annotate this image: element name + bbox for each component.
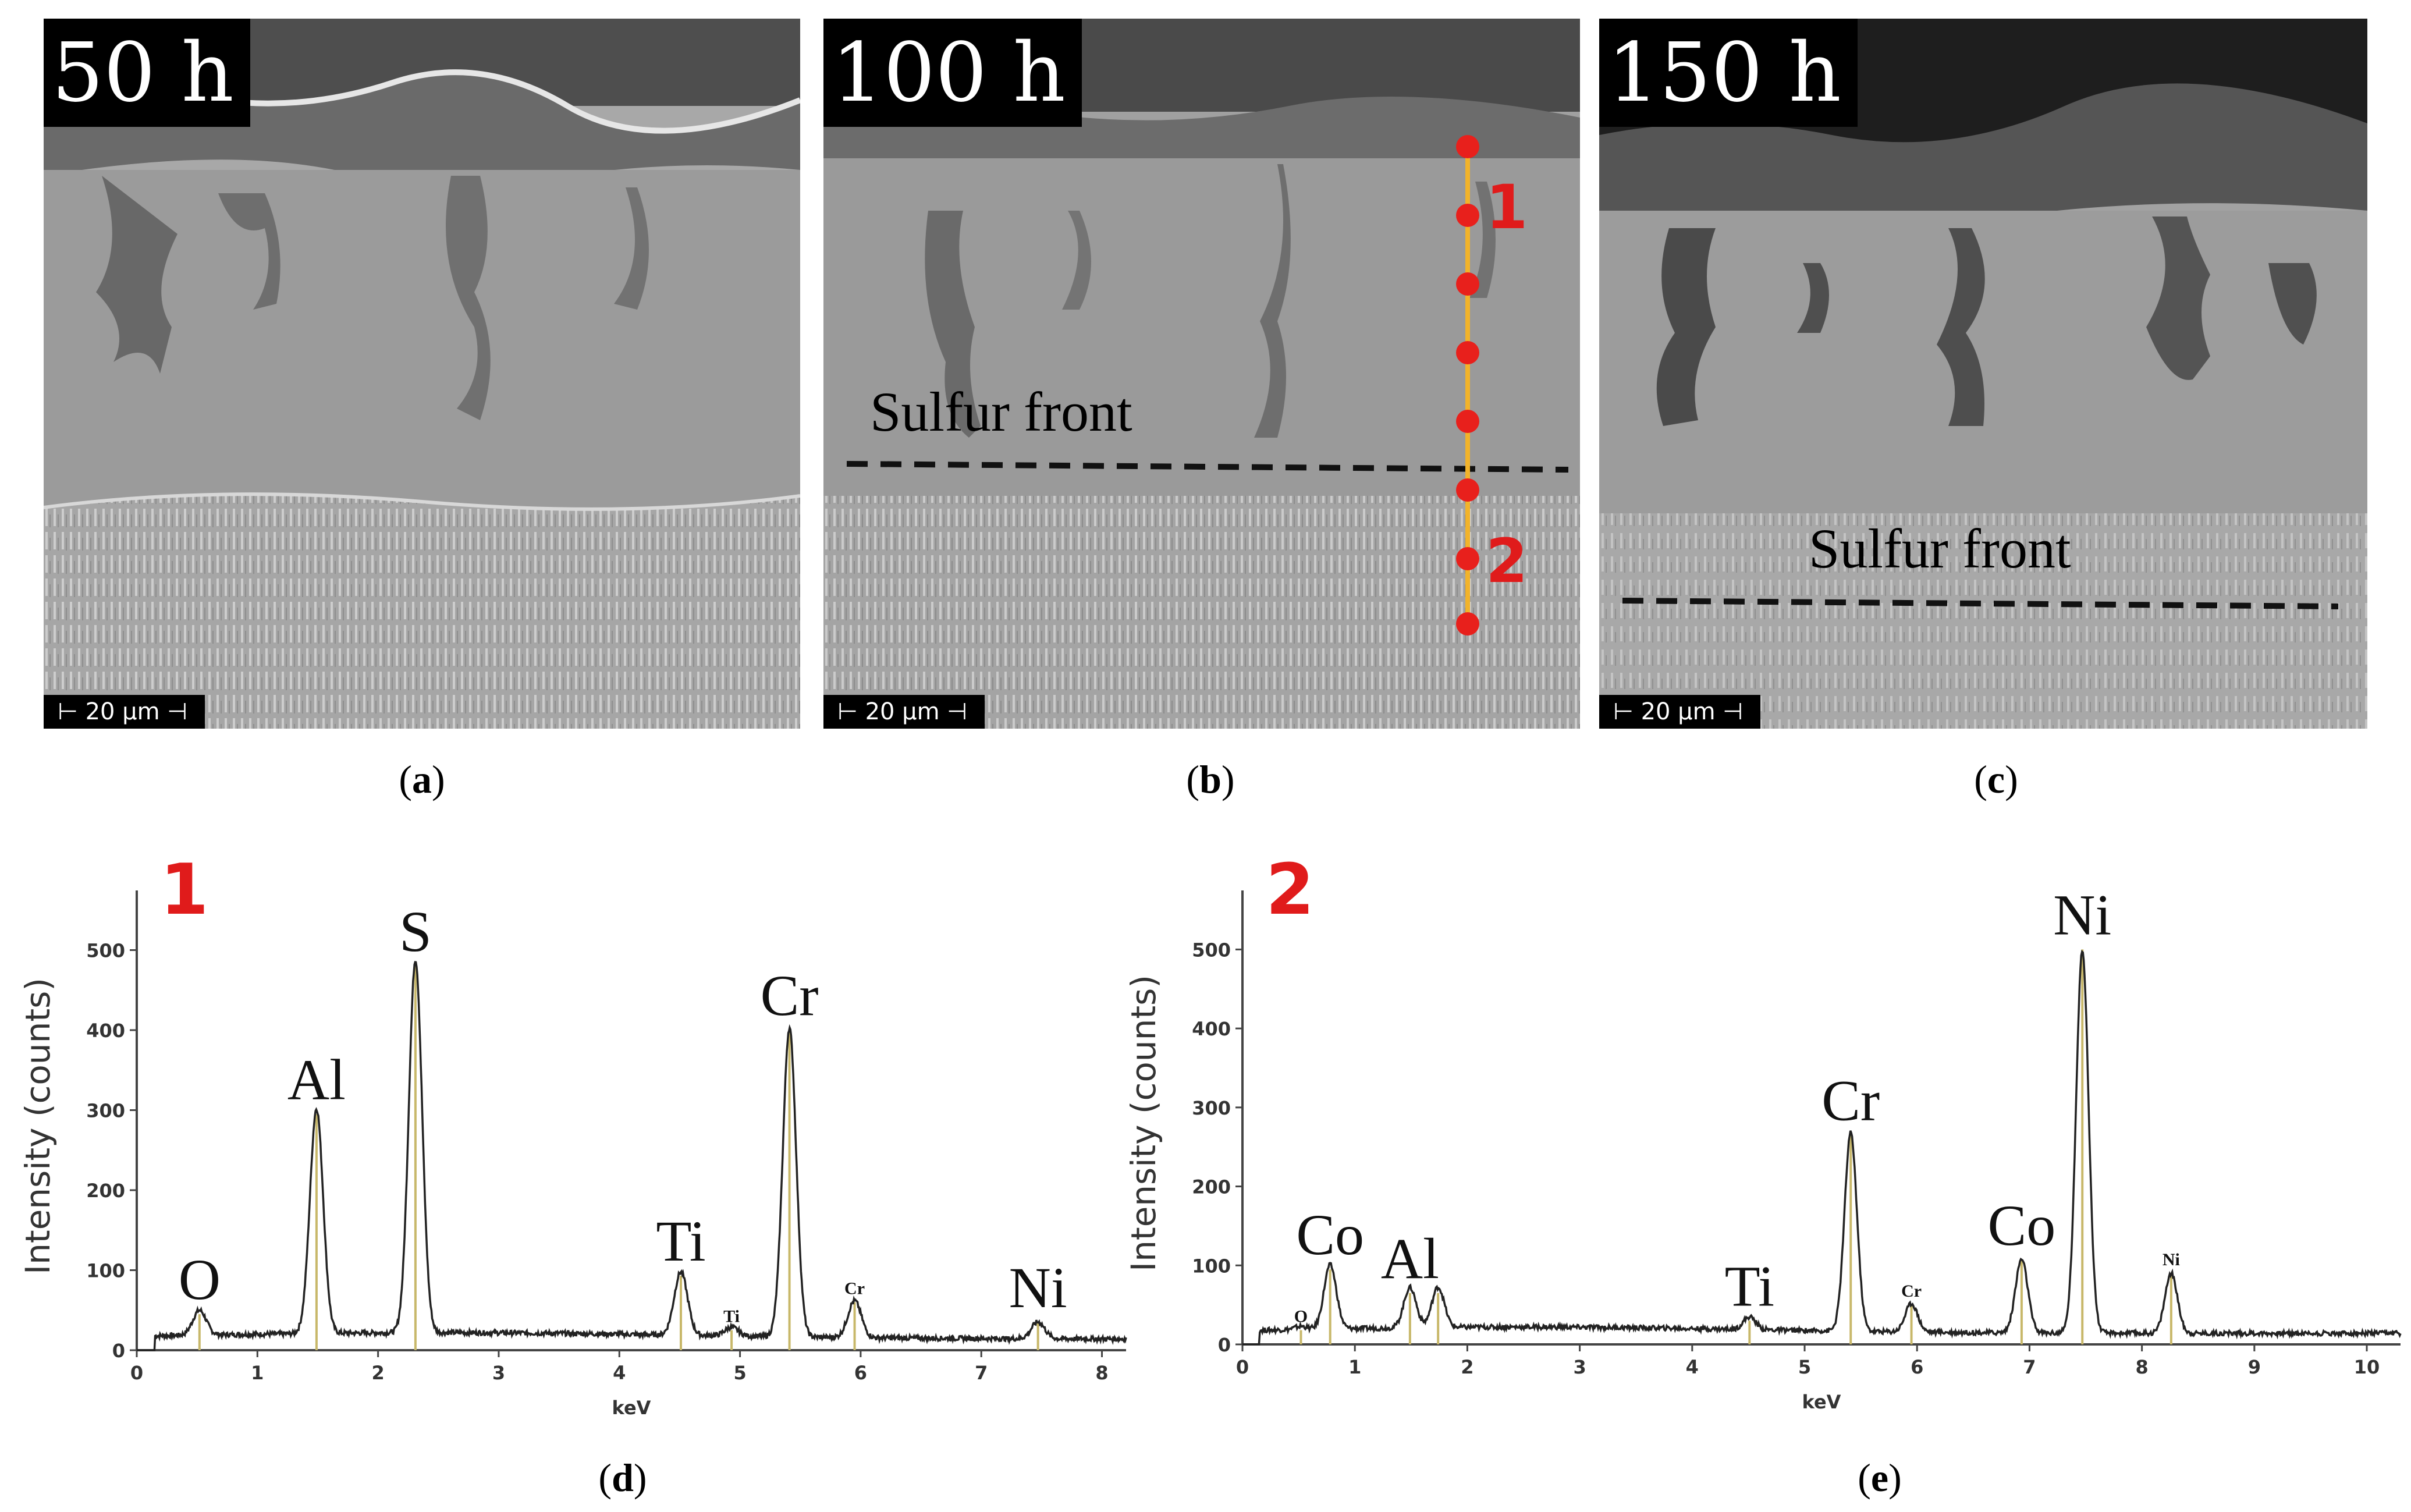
x-tick-label: 0 (130, 1362, 143, 1384)
spectrum-point-number: 1 (160, 850, 209, 931)
y-axis-label: Intensity (counts) (18, 978, 58, 1275)
scale-bar-c: ⊢ 20 µm ⊣ (1599, 695, 1761, 729)
y-tick-label: 400 (1192, 1018, 1231, 1040)
x-tick-label: 2 (1461, 1356, 1473, 1378)
peak-label: Cr (761, 963, 819, 1028)
x-tick-label: 1 (1348, 1356, 1361, 1378)
point-2-label: 2 (1486, 526, 1528, 597)
sem-micrograph-b (823, 19, 1580, 729)
sulfur-front-line-b (846, 461, 1569, 473)
x-axis-label: keV (1802, 1391, 1841, 1413)
x-tick-label: 10 (2354, 1356, 2380, 1378)
caption-c: (c) (1974, 757, 2018, 801)
y-tick-label: 300 (1192, 1097, 1231, 1119)
y-tick-label: 200 (86, 1180, 125, 1202)
y-tick-label: 400 (86, 1020, 125, 1042)
peak-label: Al (1381, 1226, 1439, 1291)
sem-image-a (44, 19, 800, 729)
peak-label: S (399, 899, 432, 964)
peak-label: O (179, 1247, 221, 1312)
peak-label: Ni (2053, 882, 2111, 947)
x-tick-label: 6 (854, 1362, 867, 1384)
x-tick-label: 7 (975, 1362, 988, 1384)
time-label-b: 100 h (823, 19, 1082, 127)
caption-e: (e) (1858, 1456, 1902, 1500)
sem-image-b (823, 19, 1580, 729)
caption-a: (a) (399, 757, 445, 801)
peak-label: Co (1296, 1202, 1364, 1267)
x-tick-label: 0 (1236, 1356, 1249, 1378)
x-tick-label: 5 (1798, 1356, 1811, 1378)
y-tick-label: 300 (86, 1100, 125, 1122)
sem-micrograph-a (44, 19, 800, 729)
x-tick-label: 4 (1686, 1356, 1699, 1378)
y-tick-label: 100 (1192, 1255, 1231, 1277)
x-tick-label: 8 (1095, 1362, 1108, 1384)
scale-bar-b: ⊢ 20 µm ⊣ (823, 695, 985, 729)
peak-label: Cr (1821, 1068, 1880, 1133)
peak-label: Ni (2163, 1250, 2180, 1269)
line-scan-markers-b (1456, 135, 1479, 636)
peak-label: Co (1988, 1193, 2056, 1258)
x-tick-label: 3 (1573, 1356, 1586, 1378)
x-tick-label: 8 (2135, 1356, 2148, 1378)
time-label-a: 50 h (44, 19, 250, 127)
sem-image-c (1599, 19, 2367, 729)
y-tick-label: 0 (1218, 1334, 1231, 1356)
peak-label: Cr (844, 1279, 865, 1298)
peak-label: Ti (723, 1307, 740, 1326)
annotations-c (1622, 598, 2339, 609)
scale-bar-a: ⊢ 20 µm ⊣ (44, 695, 205, 729)
x-tick-label: 9 (2248, 1356, 2261, 1378)
caption-d: (d) (598, 1456, 647, 1500)
annotations-b (846, 135, 1569, 636)
point-1-label: 1 (1486, 172, 1528, 243)
sem-panel-b: 100 h Sulfur front 1 2 ⊢ 20 µm ⊣ (823, 19, 1580, 729)
peak-label: Ti (1725, 1254, 1774, 1318)
eds-spectrum-d: 1 0 100 200 300 400 500 0 1 2 3 4 5 6 7 8 keV Intensity (… (18, 850, 1127, 1419)
scale-bar-text-c: 20 µm (1641, 698, 1716, 725)
spectrum-series-line (1242, 949, 2402, 1346)
sem-panel-c: 150 h Sulfur front ⊢ 20 µm ⊣ (1599, 19, 2367, 729)
peak-label: O (1294, 1307, 1308, 1326)
y-tick-label: 100 (86, 1260, 125, 1282)
peak-label: Ti (656, 1209, 705, 1273)
spectrum-series-line (137, 961, 1127, 1351)
y-axis-label: Intensity (counts) (1124, 975, 1163, 1272)
y-tick-label: 500 (86, 940, 125, 962)
y-tick-label: 500 (1192, 939, 1231, 961)
spectrum-point-number: 2 (1266, 850, 1315, 931)
caption-b: (b) (1186, 757, 1235, 801)
x-tick-label: 3 (492, 1362, 505, 1384)
sulfur-front-line-c (1622, 598, 2339, 609)
sulfur-front-label-b: Sulfur front (870, 381, 1132, 443)
x-tick-label: 5 (733, 1362, 746, 1384)
x-axis-label: keV (612, 1397, 651, 1419)
sulfur-front-label-c: Sulfur front (1809, 517, 2071, 580)
x-tick-label: 4 (613, 1362, 626, 1384)
scale-bar-text-a: 20 µm (85, 698, 160, 725)
y-tick-label: 0 (112, 1340, 125, 1362)
x-tick-label: 2 (372, 1362, 385, 1384)
time-label-c: 150 h (1599, 19, 1858, 127)
sem-panel-a: 50 h ⊢ 20 µm ⊣ (44, 19, 800, 729)
x-tick-label: 7 (2023, 1356, 2036, 1378)
scale-bar-text-b: 20 µm (865, 698, 940, 725)
x-tick-label: 1 (251, 1362, 264, 1384)
peak-label: Ni (1009, 1255, 1067, 1320)
y-tick-label: 200 (1192, 1176, 1231, 1198)
peak-label: Al (287, 1047, 346, 1112)
eds-spectrum-e: 2 0 100 200 300 400 500 0 1 2 3 4 5 6 7 8 9 10 keV Intensit… (1124, 850, 2402, 1413)
peak-label: Cr (1901, 1282, 1922, 1301)
x-tick-label: 6 (1911, 1356, 1923, 1378)
